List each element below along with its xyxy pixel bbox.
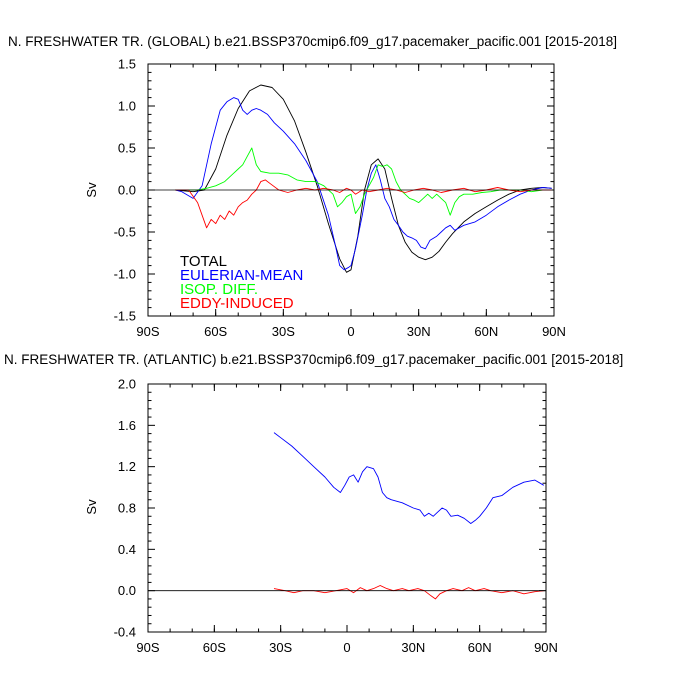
- atlantic-ytick-label: 0.0: [118, 583, 136, 598]
- global-series-isop-diff: [175, 147, 552, 216]
- atlantic-xtick-label: 60N: [468, 640, 492, 655]
- global-ytick-label: 1.5: [118, 57, 136, 72]
- global-xtick-label: 0: [347, 324, 354, 339]
- global-x-tick-labels: 90S 60S 30S 0 30N 60N 90N: [136, 324, 566, 339]
- global-series-eddy-induced: [175, 179, 552, 229]
- atlantic-ytick-label: 1.2: [118, 459, 136, 474]
- legend-eddy-induced: EDDY-INDUCED: [180, 295, 294, 312]
- atlantic-xtick-label: 60S: [203, 640, 226, 655]
- global-ytick-label: -0.5: [114, 225, 136, 240]
- atlantic-xtick-label: 0: [343, 640, 350, 655]
- atlantic-ytick-label: 1.6: [118, 418, 136, 433]
- global-ytick-label: -1.0: [114, 267, 136, 282]
- atlantic-ytick-label: 2.0: [118, 377, 136, 392]
- global-series-total: [175, 84, 552, 273]
- legend-total: TOTAL: [180, 253, 227, 270]
- atlantic-ytick-label: 0.8: [118, 501, 136, 516]
- atlantic-ylabel: Sv: [84, 499, 99, 515]
- legend-isop-diff: ISOP. DIFF.: [180, 281, 258, 298]
- global-xtick-label: 60S: [204, 324, 227, 339]
- global-ytick-label: 0.0: [118, 183, 136, 198]
- global-ytick-label: -1.5: [114, 309, 136, 324]
- legend-eulerian-mean: EULERIAN-MEAN: [180, 267, 303, 284]
- global-xtick-label: 30S: [272, 324, 295, 339]
- atlantic-series-eulerian-mean: [273, 432, 545, 524]
- atlantic-panel: N. FRESHWATER TR. (ATLANTIC) b.e21.BSSP3…: [4, 352, 623, 655]
- global-series-eulerian-mean: [174, 97, 552, 271]
- global-ylabel: Sv: [84, 182, 99, 198]
- atlantic-y-tick-labels: -0.4 0.0 0.4 0.8 1.2 1.6 2.0: [114, 377, 136, 640]
- atlantic-xtick-label: 90S: [136, 640, 159, 655]
- atlantic-ytick-label: -0.4: [114, 625, 136, 640]
- global-plot-frame: [147, 63, 555, 317]
- atlantic-title: N. FRESHWATER TR. (ATLANTIC) b.e21.BSSP3…: [4, 352, 623, 367]
- global-xtick-label: 60N: [474, 324, 498, 339]
- global-legend: TOTAL EULERIAN-MEAN ISOP. DIFF. EDDY-IND…: [180, 253, 303, 312]
- atlantic-series-lines: [148, 432, 546, 600]
- atlantic-plot-frame: [147, 383, 547, 633]
- global-series-lines: [148, 84, 554, 273]
- atlantic-xtick-label: 30N: [401, 640, 425, 655]
- global-xtick-label: 90S: [136, 324, 159, 339]
- atlantic-xtick-label: 90N: [534, 640, 558, 655]
- global-ytick-label: 1.0: [118, 99, 136, 114]
- global-ytick-label: 0.5: [118, 141, 136, 156]
- global-y-tick-labels: -1.5 -1.0 -0.5 0.0 0.5 1.0 1.5: [114, 57, 136, 324]
- atlantic-x-tick-labels: 90S 60S 30S 0 30N 60N 90N: [136, 640, 558, 655]
- global-xtick-label: 30N: [407, 324, 431, 339]
- atlantic-series-eddy-induced: [273, 585, 544, 600]
- atlantic-ytick-label: 0.4: [118, 542, 136, 557]
- global-panel: N. FRESHWATER TR. (GLOBAL) b.e21.BSSP370…: [8, 34, 617, 339]
- global-title: N. FRESHWATER TR. (GLOBAL) b.e21.BSSP370…: [8, 34, 617, 49]
- global-xtick-label: 90N: [542, 324, 566, 339]
- atlantic-xtick-label: 30S: [269, 640, 292, 655]
